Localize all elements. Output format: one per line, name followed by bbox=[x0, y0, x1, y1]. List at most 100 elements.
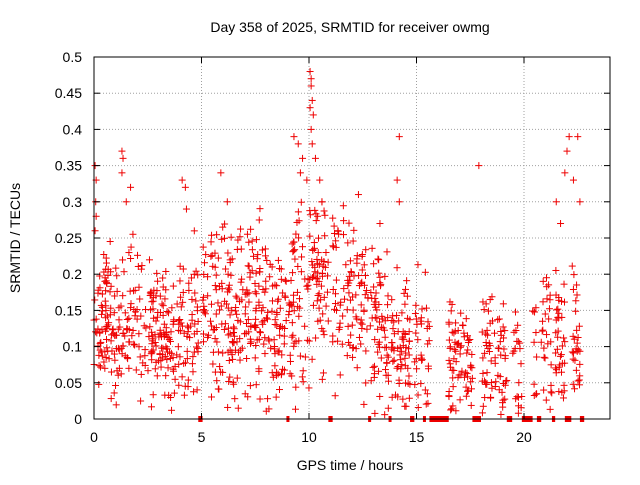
data-point bbox=[233, 310, 241, 318]
data-point bbox=[281, 276, 289, 284]
data-point bbox=[317, 282, 325, 290]
data-point bbox=[368, 314, 376, 322]
data-point bbox=[96, 284, 104, 292]
data-point bbox=[364, 294, 372, 302]
data-point bbox=[573, 291, 581, 299]
data-point bbox=[499, 396, 507, 404]
y-tick-label: 0.3 bbox=[63, 194, 83, 210]
data-point bbox=[295, 234, 303, 242]
data-point bbox=[370, 283, 378, 291]
data-point bbox=[516, 339, 524, 347]
data-point bbox=[570, 335, 578, 343]
data-point bbox=[190, 227, 198, 235]
data-point bbox=[318, 375, 326, 383]
data-point bbox=[207, 238, 215, 246]
data-point bbox=[121, 352, 129, 360]
data-point bbox=[347, 331, 355, 339]
data-point bbox=[193, 327, 201, 335]
data-point bbox=[263, 256, 271, 264]
data-point bbox=[221, 220, 229, 228]
data-point bbox=[313, 255, 321, 263]
data-point bbox=[568, 348, 576, 356]
data-point bbox=[547, 388, 555, 396]
data-point bbox=[101, 364, 109, 372]
data-point bbox=[367, 377, 375, 385]
x-axis-label: GPS time / hours bbox=[297, 457, 404, 473]
data-point bbox=[218, 235, 226, 243]
data-point bbox=[290, 247, 298, 255]
data-point bbox=[539, 277, 547, 285]
data-point bbox=[360, 261, 368, 269]
data-point bbox=[388, 345, 396, 353]
data-point bbox=[202, 251, 210, 259]
data-point bbox=[445, 392, 453, 400]
data-point bbox=[503, 376, 511, 384]
data-point bbox=[449, 402, 457, 410]
data-point bbox=[207, 393, 215, 401]
data-point bbox=[112, 381, 120, 389]
data-point bbox=[447, 307, 455, 315]
x-tick-labels: 0 5 10 15 20 bbox=[90, 429, 532, 445]
data-point bbox=[468, 374, 476, 382]
data-point bbox=[125, 338, 133, 346]
data-point bbox=[226, 330, 234, 338]
data-point bbox=[530, 391, 538, 399]
data-point bbox=[111, 356, 119, 364]
data-point bbox=[118, 169, 126, 177]
data-point bbox=[123, 325, 131, 333]
data-point bbox=[404, 314, 412, 322]
data-point bbox=[121, 332, 129, 340]
data-point bbox=[388, 296, 396, 304]
data-point bbox=[181, 183, 189, 191]
data-point bbox=[340, 217, 348, 225]
data-point bbox=[329, 286, 337, 294]
data-point bbox=[572, 297, 580, 305]
data-point bbox=[475, 162, 483, 170]
data-point bbox=[117, 302, 125, 310]
data-point bbox=[236, 356, 244, 364]
data-point bbox=[297, 198, 305, 206]
data-point bbox=[334, 227, 342, 235]
data-point bbox=[322, 249, 330, 257]
data-point bbox=[487, 379, 495, 387]
data-point bbox=[357, 301, 365, 309]
data-point bbox=[262, 407, 270, 415]
data-point bbox=[450, 366, 458, 374]
data-point bbox=[178, 373, 186, 381]
data-point bbox=[179, 298, 187, 306]
data-point bbox=[539, 317, 547, 325]
data-point bbox=[338, 340, 346, 348]
data-point bbox=[479, 402, 487, 410]
y-tick-label: 0.15 bbox=[55, 302, 82, 318]
data-point bbox=[301, 275, 309, 283]
data-point bbox=[127, 300, 135, 308]
data-point bbox=[500, 345, 508, 353]
data-point bbox=[292, 230, 300, 238]
data-point bbox=[319, 369, 327, 377]
data-point bbox=[402, 285, 410, 293]
data-point bbox=[163, 356, 171, 364]
data-point bbox=[114, 371, 122, 379]
data-point bbox=[306, 232, 314, 240]
data-point bbox=[417, 314, 425, 322]
data-point bbox=[97, 338, 105, 346]
data-point bbox=[532, 329, 540, 337]
grid-lines bbox=[94, 57, 610, 419]
data-point bbox=[572, 366, 580, 374]
data-point bbox=[159, 274, 167, 282]
data-point bbox=[268, 369, 276, 377]
data-point bbox=[316, 176, 324, 184]
data-point bbox=[463, 369, 471, 377]
data-point bbox=[569, 176, 577, 184]
data-point bbox=[462, 369, 470, 377]
data-point bbox=[113, 287, 121, 295]
data-point bbox=[467, 401, 475, 409]
data-point bbox=[185, 286, 193, 294]
data-point bbox=[555, 294, 563, 302]
data-point bbox=[344, 239, 352, 247]
data-point bbox=[102, 287, 110, 295]
data-point bbox=[405, 372, 413, 380]
data-point bbox=[129, 230, 137, 238]
data-point bbox=[502, 377, 510, 385]
y-tick-label: 0.25 bbox=[55, 230, 82, 246]
